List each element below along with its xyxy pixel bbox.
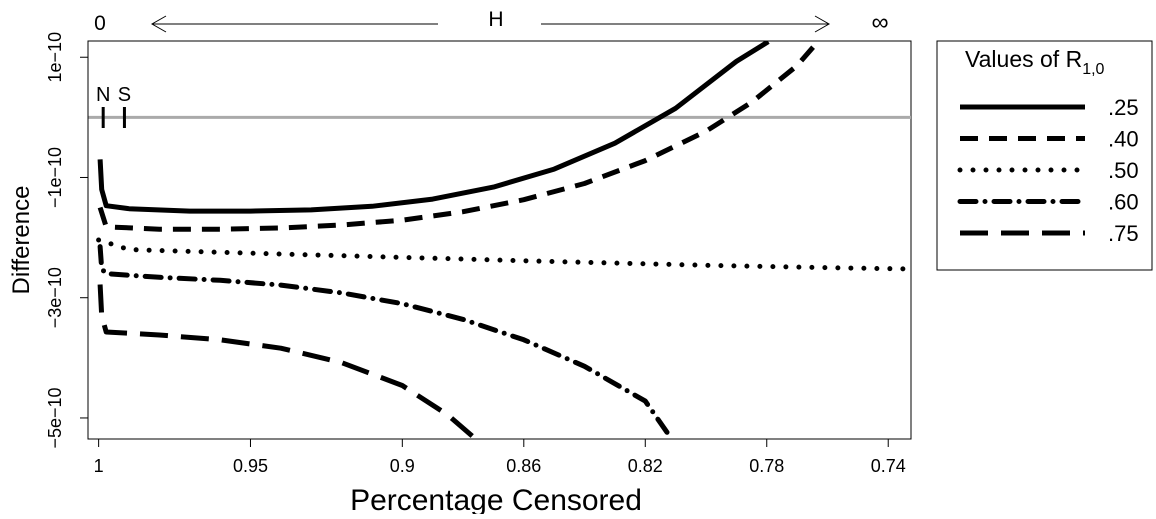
top-right-arrowhead: [814, 15, 831, 33]
x-tick-label: 0.9: [390, 456, 415, 476]
legend-label-50: .50: [1108, 158, 1139, 183]
y-axis-title: Difference: [8, 186, 35, 295]
series-line-75: [97, 284, 474, 438]
plot-frame: [87, 40, 912, 440]
x-tick-label: 0.86: [506, 456, 541, 476]
legend-title-main: Values of R: [965, 46, 1082, 72]
y-axis: 1e−10 −1e−10 −3e−10 −5e−10: [45, 32, 89, 449]
top-center-label: H: [488, 8, 503, 31]
legend-label-25: .25: [1108, 95, 1139, 120]
legend-title-sub: 1,0: [1082, 61, 1104, 78]
x-tick-label: 0.82: [628, 456, 663, 476]
legend-label-75: .75: [1108, 221, 1139, 246]
top-left-label: 0: [94, 12, 106, 35]
marker-label-s: S: [118, 84, 131, 106]
series-line-25: [97, 41, 770, 214]
y-tick-label: −1e−10: [45, 147, 65, 208]
legend-label-60: .60: [1108, 190, 1139, 215]
top-right-label: ∞: [871, 9, 888, 36]
x-axis: 1 0.95 0.9 0.86 0.82 0.78 0.74: [94, 438, 906, 476]
legend-label-40: .40: [1108, 127, 1139, 152]
series-line-40: [97, 41, 819, 232]
top-left-arrowhead: [150, 15, 167, 33]
x-tick-label: 0.78: [749, 456, 784, 476]
y-tick-label: −3e−10: [45, 267, 65, 328]
series-layer: [96, 41, 906, 439]
legend-title: Values of R1,0: [965, 46, 1105, 78]
series-line-60: [97, 244, 673, 439]
y-tick-label: −5e−10: [45, 387, 65, 448]
x-tick-label: 1: [94, 456, 104, 476]
x-tick-label: 0.95: [233, 456, 268, 476]
y-tick-label: 1e−10: [45, 32, 65, 83]
legend: Values of R1,0 .25 .40 .50 .60 .75: [936, 40, 1153, 271]
series-line-50: [96, 237, 906, 272]
marker-label-n: N: [96, 84, 110, 106]
x-axis-title: Percentage Censored: [350, 484, 642, 514]
legend-entries: .25 .40 .50 .60 .75: [957, 95, 1139, 246]
x-tick-label: 0.74: [871, 456, 906, 476]
